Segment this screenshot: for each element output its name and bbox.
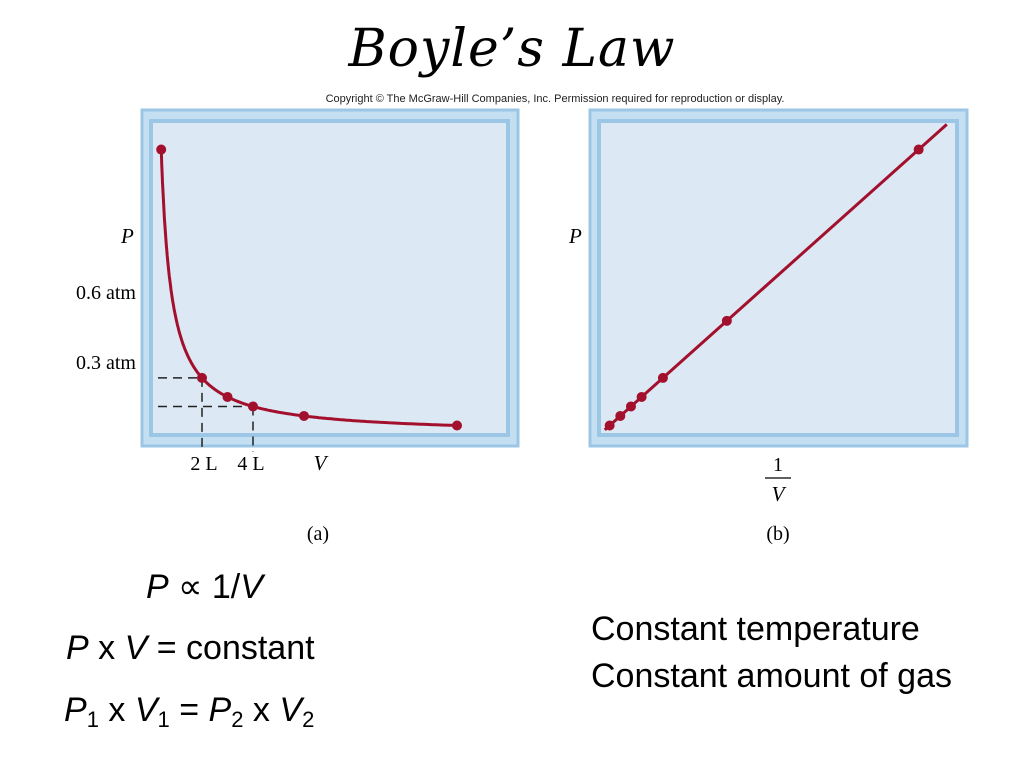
- eq3-sub3: 2: [231, 707, 244, 732]
- chart-a-point: [452, 420, 462, 431]
- chart-a-point: [197, 372, 207, 383]
- chart-a-point: [248, 401, 258, 412]
- chart-b-xlabel-numerator: 1: [773, 454, 783, 476]
- eq3-sub2: 1: [157, 707, 170, 732]
- eq3-x1: x: [98, 691, 135, 729]
- chart-b-point: [615, 410, 626, 421]
- eq3-p1: P: [64, 691, 87, 729]
- chart-a-point: [222, 391, 233, 402]
- chart-a-ytick-0.3: 0.3 atm: [76, 352, 136, 374]
- chart-b-point: [913, 144, 924, 155]
- chart-a-xlabel: V: [314, 451, 329, 475]
- eq1-p: P: [146, 568, 169, 606]
- copyright-notice: Copyright © The McGraw-Hill Companies, I…: [325, 93, 785, 105]
- eq2-v: V: [124, 629, 148, 667]
- chart-a-points: [156, 144, 462, 431]
- eq1-v: V: [240, 568, 263, 606]
- slide-title: Boyle’s Law: [348, 19, 676, 79]
- chart-b: P 1 V (b): [568, 108, 969, 545]
- condition-amount: Constant amount of gas: [591, 657, 953, 695]
- chart-b-point: [636, 391, 647, 402]
- eq2-rest: = constant: [147, 629, 315, 667]
- chart-a-point: [156, 144, 167, 155]
- eq3-v2: V: [279, 691, 303, 729]
- chart-b-point: [721, 315, 732, 326]
- eq3-equals: =: [169, 691, 209, 729]
- chart-a-ylabel: P: [120, 224, 134, 248]
- chart-b-point: [625, 401, 636, 412]
- equation-proportionality: P ∝ 1/V: [146, 567, 263, 607]
- eq3-x2: x: [243, 691, 280, 729]
- chart-b-xlabel-denominator: V: [772, 482, 787, 506]
- chart-a-curve: [159, 149, 458, 427]
- chart-a-ytick-0.6: 0.6 atm: [76, 282, 136, 304]
- chart-b-points: [604, 144, 924, 431]
- condition-temperature: Constant temperature: [591, 610, 920, 648]
- chart-b-panel-label: (b): [766, 523, 789, 545]
- chart-a-plot-area: [149, 119, 510, 437]
- chart-a-panel-label: (a): [307, 523, 329, 545]
- boyles-law-figure: P 0.6 atm 0.3 atm 2 L 4 L V (a) P 1 V (b…: [76, 108, 969, 545]
- eq3-p2: P: [208, 691, 232, 729]
- equation-boyle: P1 x V1 = P2 x V2: [64, 690, 315, 732]
- chart-a-point: [299, 410, 309, 421]
- eq2-p: P: [66, 629, 89, 667]
- eq3-sub1: 1: [86, 707, 99, 732]
- eq2-x: x: [88, 629, 125, 667]
- eq3-sub4: 2: [302, 707, 315, 732]
- eq1-rest: ∝ 1/: [168, 568, 241, 606]
- chart-a-guides: [158, 377, 254, 452]
- eq3-v1: V: [134, 691, 158, 729]
- chart-a: P 0.6 atm 0.3 atm 2 L 4 L V (a): [76, 108, 520, 545]
- chart-b-ylabel: P: [568, 224, 582, 248]
- chart-b-point: [604, 420, 615, 431]
- equation-constant: P x V = constant: [66, 628, 315, 668]
- chart-a-xtick-2: 2 L: [190, 453, 217, 475]
- chart-a-xtick-4: 4 L: [237, 453, 264, 475]
- chart-b-point: [657, 372, 668, 383]
